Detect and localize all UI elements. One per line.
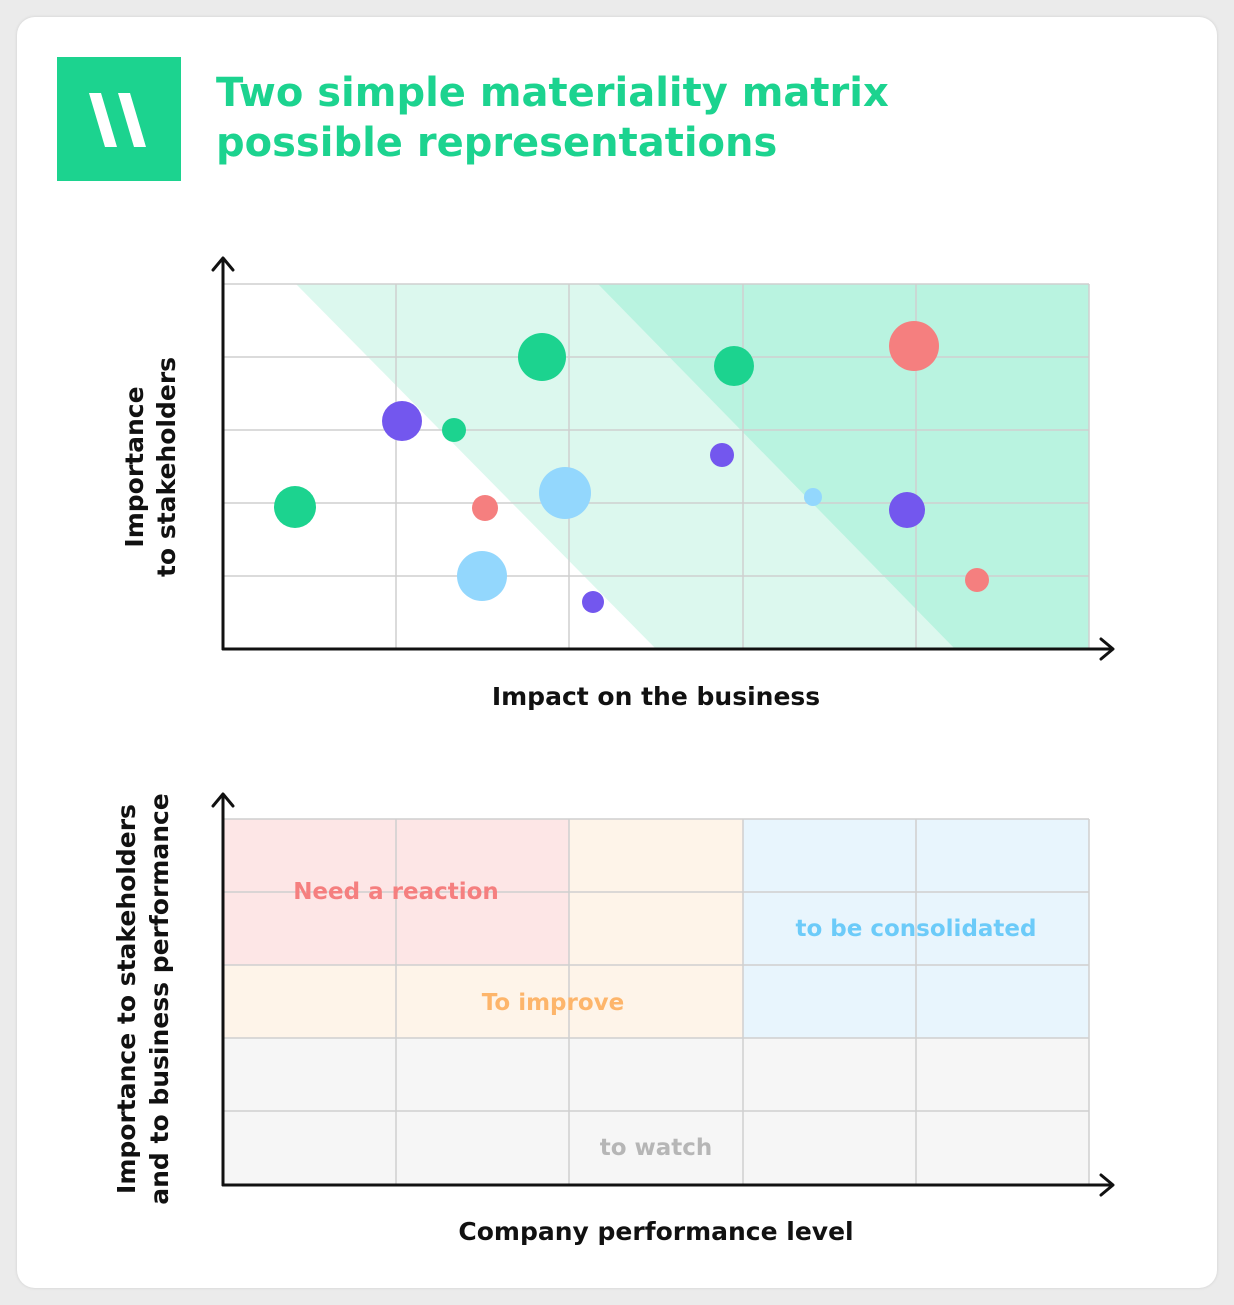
- bubble-green: [274, 486, 316, 528]
- matrix-2-y-label-line-1: Importance to stakeholders: [112, 804, 141, 1194]
- bubble-purple: [889, 492, 925, 528]
- matrix-2-grid: [223, 818, 1090, 1185]
- bubble-purple: [382, 401, 422, 441]
- bubble-purple: [582, 591, 604, 613]
- matrix-2-x-arrow-icon: [1099, 1173, 1115, 1197]
- matrix-1-grid: [223, 283, 1090, 649]
- matrix-2-y-label-line-2: and to business performance: [145, 793, 174, 1205]
- matrix-2-x-label: Company performance level: [458, 1217, 853, 1246]
- page-title: Two simple materiality matrix possible r…: [216, 68, 976, 168]
- title-line-1: Two simple materiality matrix: [216, 70, 889, 116]
- zone-label-to-be-consolidated: to be consolidated: [796, 916, 1037, 942]
- double-slash-logo-icon: [89, 93, 146, 147]
- bubble-green: [442, 418, 466, 442]
- bubble-light-blue: [804, 488, 822, 506]
- matrix-1-x-label: Impact on the business: [492, 682, 820, 711]
- bubble-purple: [710, 443, 734, 467]
- bubble-light-blue: [539, 467, 591, 519]
- zone-label-to-watch: to watch: [600, 1135, 713, 1161]
- matrix-1-y-label-line-2: to stakeholders: [152, 357, 181, 577]
- zone-label-to-improve: To improve: [482, 990, 625, 1016]
- matrix-2: Need a reaction To improve to be consoli…: [112, 792, 1115, 1246]
- bubble-coral: [889, 321, 939, 371]
- bubble-light-blue: [457, 551, 507, 601]
- matrix-1-axes: [211, 256, 1115, 661]
- matrix-1: Impact on the business Importance to sta…: [120, 256, 1115, 711]
- title-line-2: possible representations: [216, 120, 778, 166]
- brand-logo: [57, 57, 181, 181]
- matrix-1-y-arrow-icon: [211, 256, 235, 272]
- matrix-2-axes: [211, 792, 1115, 1197]
- bubble-coral: [472, 495, 498, 521]
- matrix-2-y-arrow-icon: [211, 792, 235, 808]
- bubble-green: [518, 333, 566, 381]
- matrix-1-y-label-line-1: Importance: [120, 386, 149, 547]
- zone-label-need-reaction: Need a reaction: [293, 879, 499, 905]
- matrix-1-x-arrow-icon: [1099, 637, 1115, 661]
- bubble-green: [714, 346, 754, 386]
- bubble-coral: [965, 568, 989, 592]
- matrix-1-bubbles: [274, 321, 989, 613]
